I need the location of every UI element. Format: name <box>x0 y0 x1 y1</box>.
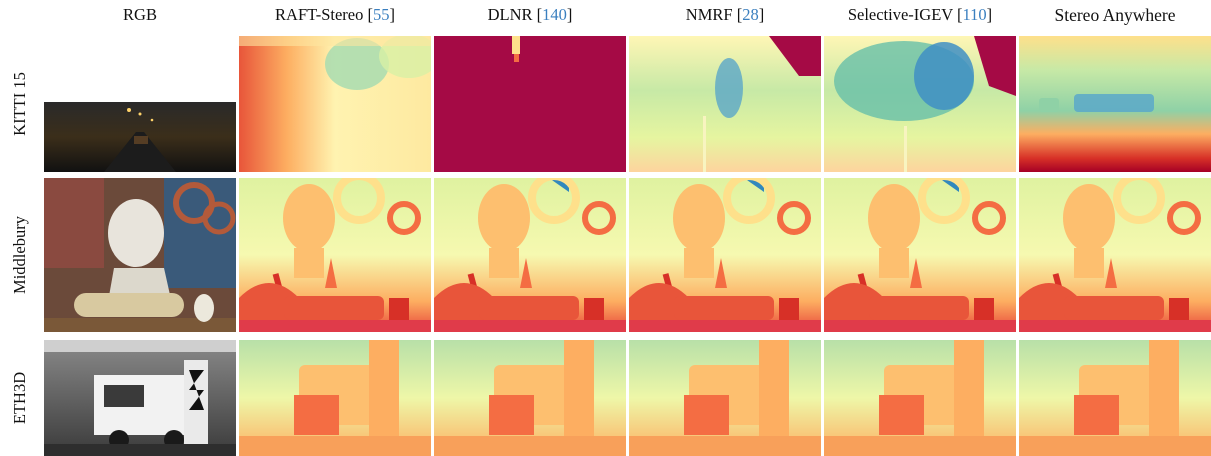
citation-ref[interactable]: 140 <box>542 5 567 24</box>
eth3d-nmrf-disparity <box>629 340 821 456</box>
column-header-nmrf: NMRF [28] <box>685 5 765 24</box>
column-header-raft-stereo: RAFT-Stereo [55] <box>275 5 395 24</box>
middlebury-raft-stereo-disparity <box>239 178 431 332</box>
kitti-rgb-image <box>44 102 236 172</box>
citation-ref[interactable]: 110 <box>962 5 987 24</box>
citation-ref[interactable]: 28 <box>742 5 759 24</box>
kitti-dlnr-disparity <box>434 36 626 172</box>
row-label-middlebury: Middlebury <box>10 216 30 294</box>
column-header-dlnr: DLNR [140] <box>487 5 573 24</box>
kitti-raft-stereo-disparity <box>239 36 431 172</box>
citation-ref[interactable]: 55 <box>372 5 390 24</box>
kitti-selective-igev-disparity <box>824 36 1016 172</box>
eth3d-dlnr-disparity <box>434 340 626 456</box>
middlebury-stereo-anywhere-disparity <box>1019 178 1211 332</box>
eth3d-selective-igev-disparity <box>824 340 1016 456</box>
middlebury-dlnr-disparity <box>434 178 626 332</box>
column-label: NMRF <box>685 5 733 24</box>
eth3d-raft-stereo-disparity <box>239 340 431 456</box>
row-label-kitti15: KITTI 15 <box>10 72 30 136</box>
column-label: RAFT-Stereo <box>275 5 364 24</box>
row-label-eth3d: ETH3D <box>10 371 29 425</box>
column-label: RGB <box>123 5 157 24</box>
column-header-rgb: RGB <box>44 2 236 28</box>
eth3d-rgb-image <box>44 340 236 456</box>
column-label: Selective-IGEV <box>847 5 953 24</box>
column-label: DLNR <box>487 5 533 24</box>
column-header-stereo-anywhere: Stereo Anywhere <box>1019 2 1211 28</box>
middlebury-rgb-image <box>44 178 236 332</box>
kitti-nmrf-disparity <box>629 36 821 172</box>
middlebury-selective-igev-disparity <box>824 178 1016 332</box>
column-label: Stereo Anywhere <box>1054 5 1176 25</box>
middlebury-nmrf-disparity <box>629 178 821 332</box>
column-header-selective-igev: Selective-IGEV [110] <box>847 5 993 24</box>
kitti-stereo-anywhere-disparity <box>1019 36 1211 172</box>
eth3d-stereo-anywhere-disparity <box>1019 340 1211 456</box>
